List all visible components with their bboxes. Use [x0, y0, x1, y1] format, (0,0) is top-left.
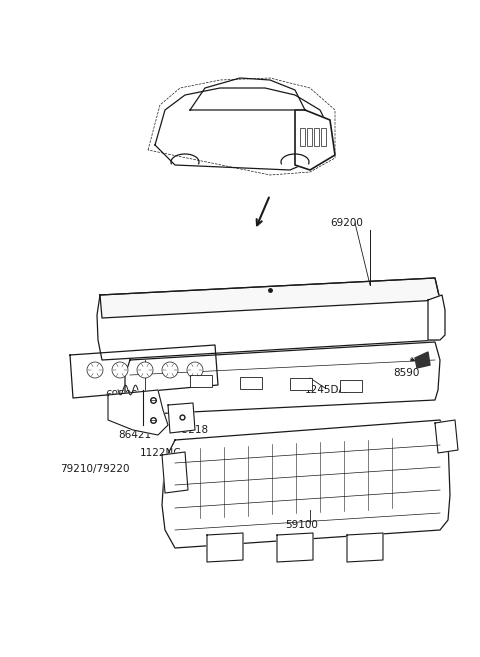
Polygon shape: [190, 78, 305, 110]
Text: 8590: 8590: [393, 368, 420, 378]
Circle shape: [87, 362, 103, 378]
Text: 1122NC: 1122NC: [140, 448, 181, 458]
Text: 86421: 86421: [118, 430, 151, 440]
Text: 69500: 69500: [105, 390, 138, 400]
Polygon shape: [415, 352, 430, 368]
Polygon shape: [277, 533, 313, 562]
Circle shape: [162, 362, 178, 378]
Polygon shape: [428, 295, 445, 340]
Bar: [290, 378, 312, 390]
Bar: [314, 128, 319, 146]
Bar: [340, 380, 362, 392]
Polygon shape: [97, 278, 440, 360]
Text: 79210/79220: 79210/79220: [60, 464, 130, 474]
Polygon shape: [207, 533, 243, 562]
Bar: [321, 128, 326, 146]
Circle shape: [112, 362, 128, 378]
Polygon shape: [168, 403, 195, 433]
Text: 59100: 59100: [285, 520, 318, 530]
Polygon shape: [295, 110, 335, 170]
Bar: [240, 376, 262, 388]
Polygon shape: [435, 420, 458, 453]
Circle shape: [137, 362, 153, 378]
Polygon shape: [155, 88, 330, 170]
Text: 1245DA: 1245DA: [305, 385, 347, 395]
Circle shape: [187, 362, 203, 378]
Polygon shape: [125, 342, 440, 415]
Polygon shape: [108, 390, 168, 435]
Bar: [300, 128, 305, 146]
Text: 73218: 73218: [175, 425, 208, 435]
Polygon shape: [162, 420, 450, 548]
Polygon shape: [70, 345, 218, 398]
Polygon shape: [162, 452, 188, 493]
Polygon shape: [347, 533, 383, 562]
Bar: [307, 128, 312, 146]
Text: 69200: 69200: [330, 218, 363, 228]
Polygon shape: [100, 278, 440, 318]
Bar: [190, 375, 212, 387]
